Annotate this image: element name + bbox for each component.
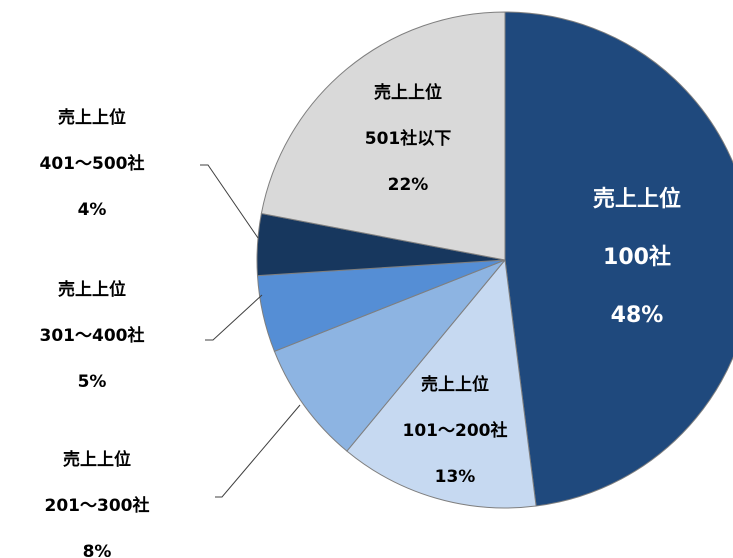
label-line: 売上上位 — [58, 279, 126, 300]
label-line: 401～500社 — [40, 153, 145, 174]
value-label: 48% — [611, 303, 664, 328]
label-line: 売上上位 — [593, 186, 681, 212]
leader-line — [200, 164, 259, 239]
label-line: 501社以下 — [365, 128, 452, 149]
label-line: 売上上位 — [374, 82, 442, 103]
label-line: 301～400社 — [40, 325, 145, 346]
label-line: 100社 — [603, 244, 671, 270]
slice-label: 売上上位 201～300社 — [45, 449, 150, 516]
label-line: 201～300社 — [45, 495, 150, 516]
leader-line — [205, 294, 263, 341]
label-line: 売上上位 — [63, 449, 131, 470]
slice-label: 売上上位 401～500社 — [40, 107, 145, 174]
label-line: 売上上位 — [421, 374, 489, 395]
value-label: 8% — [83, 542, 112, 558]
value-label: 13% — [435, 467, 476, 487]
value-label: 22% — [388, 175, 429, 195]
leader-line — [215, 404, 301, 498]
slice-label: 売上上位 501社以下 — [365, 82, 452, 149]
label-line: 101～200社 — [403, 420, 508, 441]
slice-label: 売上上位 100社 — [593, 186, 681, 270]
value-label: 4% — [78, 200, 107, 220]
pie-slice — [346, 258, 537, 509]
pie-slice — [260, 11, 506, 261]
pie-slice — [504, 11, 733, 507]
slice-label: 売上上位 101～200社 — [403, 374, 508, 441]
slice-label: 売上上位 301～400社 — [40, 279, 145, 346]
pie-slice — [273, 259, 506, 452]
label-line: 売上上位 — [58, 107, 126, 128]
value-label: 5% — [78, 372, 107, 392]
